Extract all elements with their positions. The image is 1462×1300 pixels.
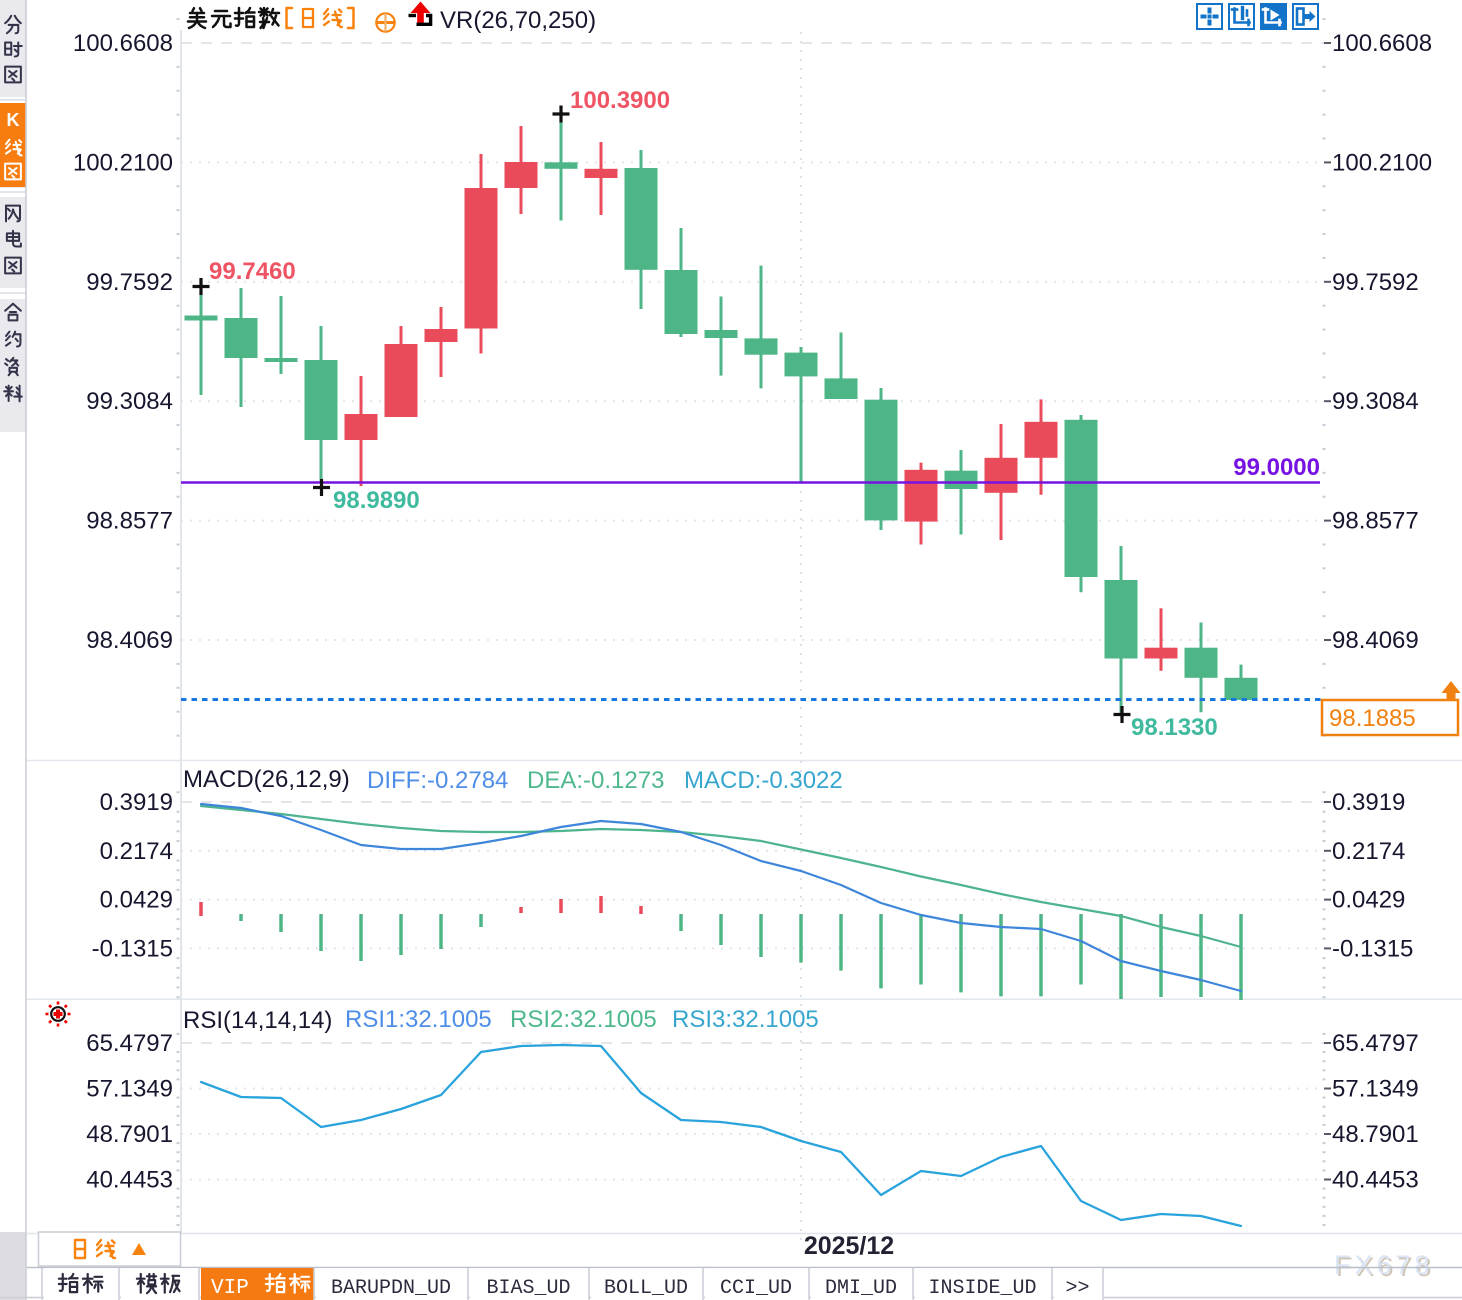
svg-text:DMI_UD: DMI_UD [825, 1277, 897, 1300]
svg-text:RSI3:32.1005: RSI3:32.1005 [672, 1006, 819, 1033]
svg-text:BOLL_UD: BOLL_UD [604, 1277, 688, 1300]
svg-text:40.4453: 40.4453 [86, 1167, 173, 1194]
svg-text:65.4797: 65.4797 [1332, 1030, 1419, 1057]
svg-text:40.4453: 40.4453 [1332, 1167, 1419, 1194]
svg-text:99.0000: 99.0000 [1233, 454, 1320, 481]
svg-text:100.3900: 100.3900 [570, 87, 670, 114]
svg-text:99.7460: 99.7460 [209, 258, 296, 285]
svg-text:>>: >> [1065, 1277, 1089, 1300]
svg-text:99.3084: 99.3084 [1332, 388, 1419, 415]
svg-text:99.3084: 99.3084 [86, 388, 173, 415]
svg-text:98.8577: 98.8577 [1332, 508, 1419, 535]
svg-text:0.0429: 0.0429 [1332, 887, 1405, 914]
svg-text:98.4069: 98.4069 [86, 627, 173, 654]
svg-text:-0.1315: -0.1315 [1332, 935, 1413, 962]
svg-text:DEA:-0.1273: DEA:-0.1273 [527, 767, 664, 794]
svg-text:98.1885: 98.1885 [1329, 705, 1416, 732]
svg-text:FX678: FX678 [1334, 1250, 1434, 1280]
svg-text:98.9890: 98.9890 [333, 487, 420, 514]
svg-text:CCI_UD: CCI_UD [720, 1277, 792, 1300]
svg-text:MACD(26,12,9): MACD(26,12,9) [183, 766, 350, 793]
svg-text:98.8577: 98.8577 [86, 508, 173, 535]
svg-text:0.3919: 0.3919 [1332, 789, 1405, 816]
svg-text:MACD:-0.3022: MACD:-0.3022 [684, 767, 843, 794]
svg-text:RSI1:32.1005: RSI1:32.1005 [345, 1006, 492, 1033]
svg-text:2025/12: 2025/12 [804, 1232, 894, 1260]
svg-text:RSI(14,14,14): RSI(14,14,14) [183, 1007, 332, 1034]
svg-text:57.1349: 57.1349 [1332, 1076, 1419, 1103]
svg-text:INSIDE_UD: INSIDE_UD [928, 1277, 1036, 1300]
svg-text:57.1349: 57.1349 [86, 1076, 173, 1103]
svg-text:100.2100: 100.2100 [73, 149, 173, 176]
svg-text:98.4069: 98.4069 [1332, 627, 1419, 654]
svg-text:100.6608: 100.6608 [1332, 30, 1432, 57]
svg-text:48.7901: 48.7901 [86, 1121, 173, 1148]
svg-text:0.2174: 0.2174 [100, 838, 173, 865]
svg-text:-0.1315: -0.1315 [92, 935, 173, 962]
svg-text:100.2100: 100.2100 [1332, 149, 1432, 176]
svg-text:100.6608: 100.6608 [73, 30, 173, 57]
svg-text:K: K [7, 110, 20, 130]
svg-text:DIFF:-0.2784: DIFF:-0.2784 [367, 767, 508, 794]
svg-text:99.7592: 99.7592 [86, 269, 173, 296]
svg-text:98.1330: 98.1330 [1131, 714, 1218, 741]
svg-text:0.2174: 0.2174 [1332, 838, 1405, 865]
svg-text:VR(26,70,250): VR(26,70,250) [440, 7, 596, 34]
svg-text:65.4797: 65.4797 [86, 1030, 173, 1057]
svg-text:0.3919: 0.3919 [100, 789, 173, 816]
svg-text:0.0429: 0.0429 [100, 887, 173, 914]
svg-text:48.7901: 48.7901 [1332, 1121, 1419, 1148]
svg-text:BARUPDN_UD: BARUPDN_UD [331, 1277, 451, 1300]
svg-text:BIAS_UD: BIAS_UD [486, 1277, 570, 1300]
svg-text:RSI2:32.1005: RSI2:32.1005 [510, 1006, 657, 1033]
svg-text:VIP: VIP [211, 1277, 249, 1300]
svg-text:99.7592: 99.7592 [1332, 269, 1419, 296]
